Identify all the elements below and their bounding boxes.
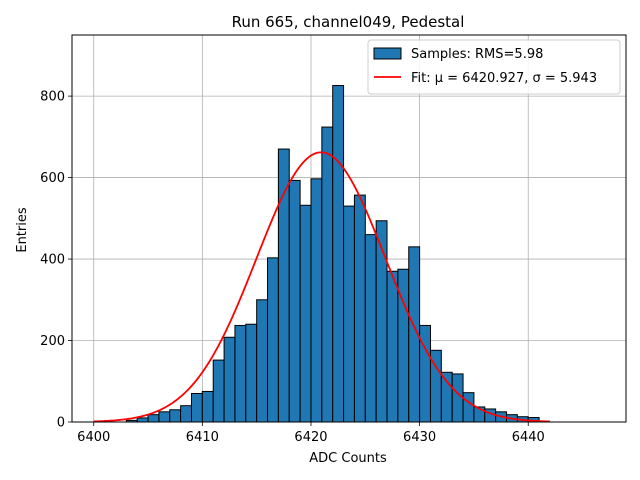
histogram-bar xyxy=(180,405,192,423)
legend-fit-label: Fit: μ = 6420.927, σ = 5.943 xyxy=(411,71,597,86)
histogram-bar xyxy=(234,324,247,423)
histogram-bar xyxy=(462,392,475,423)
chart-title: Run 665, channel049, Pedestal xyxy=(232,13,465,31)
histogram-bar xyxy=(288,179,301,423)
legend-samples-label: Samples: RMS=5.98 xyxy=(411,47,543,62)
legend: Samples: RMS=5.98 Fit: μ = 6420.927, σ =… xyxy=(367,39,621,95)
y-tick-label: 0 xyxy=(57,416,65,431)
legend-bar-swatch xyxy=(373,47,402,60)
histogram-bar xyxy=(169,409,182,423)
histogram-bar xyxy=(201,390,214,423)
y-tick-label: 800 xyxy=(40,90,65,105)
x-tick-label: 6430 xyxy=(403,430,436,445)
fit-curve xyxy=(93,151,550,423)
histogram-bar xyxy=(332,85,345,423)
histogram-bar xyxy=(223,336,236,423)
x-axis-label: ADC Counts xyxy=(309,451,387,466)
histogram-bar xyxy=(386,270,399,423)
histogram-bar xyxy=(267,257,279,423)
histogram-bar xyxy=(136,417,149,423)
histogram-bar xyxy=(299,204,312,423)
histogram-bar xyxy=(147,414,160,423)
x-tick-label: 6400 xyxy=(77,430,110,445)
y-tick-label: 400 xyxy=(40,253,65,268)
histogram-bar xyxy=(321,126,334,423)
histogram-bar xyxy=(375,220,388,423)
histogram-bar xyxy=(440,371,453,423)
x-tick-label: 6440 xyxy=(512,430,545,445)
histogram-bar xyxy=(277,148,290,423)
histogram-bar xyxy=(256,299,269,423)
x-axis-ticks: 6400 6410 6420 6430 6440 xyxy=(77,422,545,445)
histogram-bar xyxy=(158,411,171,423)
y-tick-label: 200 xyxy=(40,334,65,349)
histogram-bar xyxy=(212,359,225,423)
x-tick-label: 6420 xyxy=(294,430,327,445)
legend-box xyxy=(367,39,621,95)
histogram-bar xyxy=(343,205,355,423)
x-tick-label: 6410 xyxy=(186,430,219,445)
y-tick-label: 600 xyxy=(40,171,65,186)
histogram-bar xyxy=(364,234,377,423)
histogram-bar xyxy=(245,323,258,423)
histogram-bar xyxy=(353,194,366,423)
histogram-bar xyxy=(310,178,323,423)
histogram-bar xyxy=(190,392,203,423)
plot-frame xyxy=(71,34,627,423)
y-axis-ticks: 0 200 400 600 800 xyxy=(40,90,72,431)
gaussian-fit xyxy=(93,151,550,423)
histogram-bar xyxy=(451,373,464,423)
y-axis-label: Entries xyxy=(15,207,30,253)
